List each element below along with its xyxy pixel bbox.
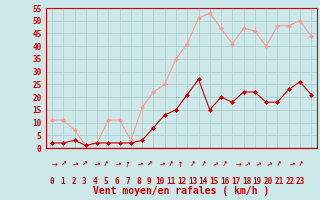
Text: 4: 4 [93,178,97,186]
Text: 8: 8 [136,178,141,186]
Text: ↗: ↗ [232,161,240,169]
Text: 16: 16 [220,178,229,186]
Text: 10: 10 [155,178,164,186]
Text: ↗: ↗ [298,162,303,168]
Text: ↗: ↗ [81,162,87,168]
Text: 17: 17 [231,178,240,186]
Text: ↗: ↗ [275,161,283,169]
Text: 23: 23 [296,178,305,186]
Text: 9: 9 [147,178,151,186]
Text: 5: 5 [104,178,108,186]
Text: 15: 15 [209,178,219,186]
Text: ↗: ↗ [286,161,293,169]
Text: ↗: ↗ [254,161,261,169]
Text: ↗: ↗ [145,161,153,169]
Text: 0: 0 [50,178,54,186]
Text: 18: 18 [242,178,251,186]
Text: ↗: ↗ [114,162,120,168]
Text: ↗: ↗ [59,161,67,169]
Text: ↗: ↗ [221,161,229,169]
Text: ↗: ↗ [135,161,142,169]
Text: ↗: ↗ [210,161,218,169]
Text: 2: 2 [71,178,76,186]
Text: ↗: ↗ [189,162,195,168]
Text: 21: 21 [274,178,284,186]
Text: 6: 6 [114,178,119,186]
Text: ↗: ↗ [199,161,207,169]
Text: 12: 12 [177,178,186,186]
Text: ↗: ↗ [242,161,251,169]
Text: ↗: ↗ [264,161,272,169]
Text: 1: 1 [60,178,65,186]
Text: 11: 11 [166,178,175,186]
Text: ↗: ↗ [48,161,56,169]
Text: 13: 13 [188,178,197,186]
Text: ↗: ↗ [178,161,186,169]
Text: 19: 19 [253,178,262,186]
Text: Vent moyen/en rafales ( km/h ): Vent moyen/en rafales ( km/h ) [93,186,270,196]
Text: 14: 14 [199,178,208,186]
Text: 7: 7 [125,178,130,186]
Text: ↗: ↗ [168,162,174,168]
Text: 20: 20 [263,178,273,186]
Text: ↗: ↗ [102,161,110,169]
Text: 3: 3 [82,178,87,186]
Text: ↗: ↗ [69,161,77,169]
Text: ↗: ↗ [124,162,131,168]
Text: ↗: ↗ [156,161,164,169]
Text: ↗: ↗ [91,161,99,169]
Text: 22: 22 [285,178,294,186]
